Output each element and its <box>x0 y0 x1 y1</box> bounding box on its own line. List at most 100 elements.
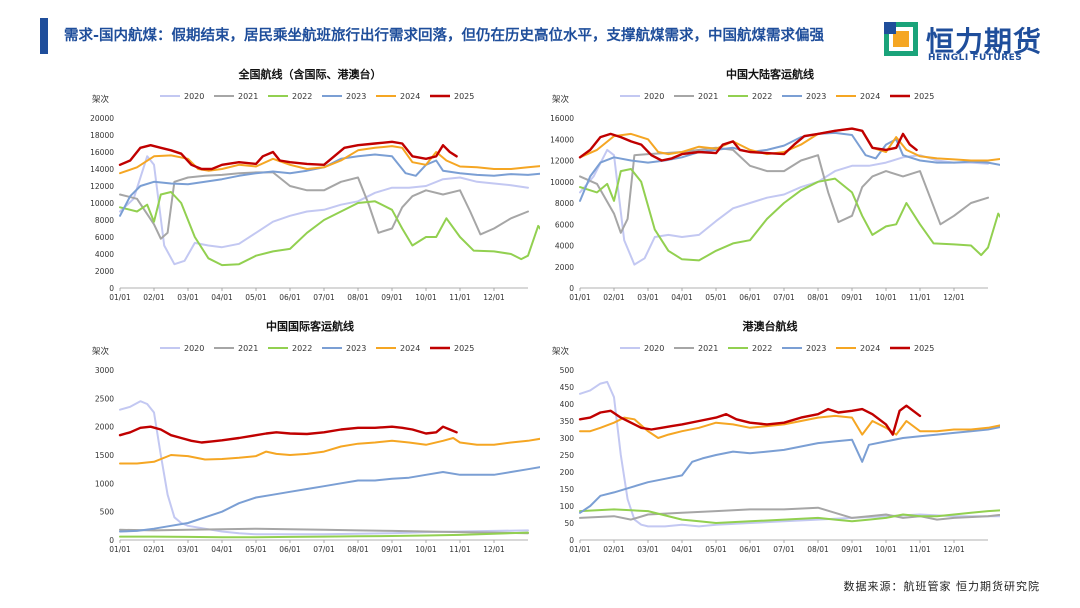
chart-svg: 中国国际客运航线 2020 2021 2022 2023 2024 2025 架次 0 500 10… <box>92 320 540 554</box>
x-tick-label: 01/01 <box>569 545 591 554</box>
series-line-2022 <box>119 531 529 539</box>
chart-svg: 港澳台航线 2020 2021 2022 2023 2024 2025 架次 0 50 100 150… <box>552 320 1000 554</box>
x-tick-label: 01/01 <box>109 293 131 302</box>
legend-label: 2020 <box>184 344 204 353</box>
y-tick-label: 450 <box>560 383 575 392</box>
y-tick-label: 300 <box>560 434 575 443</box>
x-tick-label: 03/01 <box>637 545 659 554</box>
legend-item: 2024 <box>376 344 420 353</box>
legend-label: 2023 <box>346 92 366 101</box>
x-tick-label: 09/01 <box>841 545 863 554</box>
x-tick-label: 10/01 <box>875 293 897 302</box>
x-tick-label: 09/01 <box>841 293 863 302</box>
series-line-2020 <box>119 155 529 266</box>
legend-item: 2020 <box>620 92 664 101</box>
x-tick-label: 02/01 <box>143 545 165 554</box>
y-tick-label: 400 <box>560 400 575 409</box>
legend-label: 2022 <box>752 344 772 353</box>
chart-title: 港澳台航线 <box>743 320 798 333</box>
logo-subtext: HENGLI FUTURES <box>928 53 1023 63</box>
legend-label: 2023 <box>346 344 366 353</box>
legend-label: 2022 <box>752 92 772 101</box>
x-tick-label: 05/01 <box>705 293 727 302</box>
logo: 恒力期货 HENGLI FUTURES <box>884 18 1064 64</box>
legend-label: 2025 <box>454 344 474 353</box>
y-tick-label: 1000 <box>95 479 114 488</box>
legend-item: 2022 <box>268 344 312 353</box>
y-tick-label: 12000 <box>90 182 114 191</box>
y-tick-label: 0 <box>109 284 114 293</box>
y-tick-label: 6000 <box>95 233 114 242</box>
legend-item: 2021 <box>214 344 258 353</box>
series-line-2023 <box>119 466 540 533</box>
y-tick-label: 8000 <box>95 216 114 225</box>
x-tick-label: 09/01 <box>381 293 403 302</box>
y-tick-label: 2500 <box>95 394 114 403</box>
x-tick-label: 11/01 <box>449 545 471 554</box>
legend-label: 2024 <box>400 344 420 353</box>
x-tick-label: 11/01 <box>909 293 931 302</box>
y-tick-label: 10000 <box>90 199 114 208</box>
legend-label: 2025 <box>914 92 934 101</box>
legend-item: 2025 <box>890 92 934 101</box>
y-tick-label: 0 <box>569 536 574 545</box>
y-tick-label: 250 <box>560 451 575 460</box>
legend-item: 2021 <box>674 92 718 101</box>
y-tick-label: 0 <box>569 284 574 293</box>
legend-item: 2023 <box>782 92 826 101</box>
series-line-2021 <box>119 171 529 240</box>
series-line-2024 <box>119 437 540 465</box>
y-tick-label: 6000 <box>555 220 574 229</box>
x-tick-label: 12/01 <box>483 545 505 554</box>
x-tick-label: 08/01 <box>807 293 829 302</box>
legend-label: 2023 <box>806 344 826 353</box>
x-tick-label: 07/01 <box>313 545 335 554</box>
y-tick-label: 4000 <box>555 242 574 251</box>
series-line-2022 <box>119 191 540 267</box>
y-tick-label: 50 <box>564 519 574 528</box>
legend-item: 2023 <box>782 344 826 353</box>
y-axis-label: 架次 <box>92 346 110 357</box>
x-tick-label: 10/01 <box>415 293 437 302</box>
x-tick-label: 12/01 <box>943 293 965 302</box>
x-tick-label: 05/01 <box>245 545 267 554</box>
y-tick-label: 3000 <box>95 366 114 375</box>
series-line-2022 <box>579 168 1000 262</box>
series-line-2021 <box>579 146 989 234</box>
y-tick-label: 2000 <box>95 423 114 432</box>
legend-item: 2024 <box>836 344 880 353</box>
legend-item: 2022 <box>728 92 772 101</box>
legend-item: 2021 <box>674 344 718 353</box>
series-line-2020 <box>119 400 529 536</box>
series-line-2021 <box>579 506 1000 521</box>
y-tick-label: 16000 <box>550 114 574 123</box>
x-tick-label: 12/01 <box>483 293 505 302</box>
y-tick-label: 500 <box>100 508 115 517</box>
x-tick-label: 07/01 <box>773 293 795 302</box>
legend-label: 2020 <box>184 92 204 101</box>
legend-item: 2020 <box>620 344 664 353</box>
legend-item: 2022 <box>268 92 312 101</box>
x-tick-label: 04/01 <box>671 293 693 302</box>
series-line-2025 <box>118 140 458 171</box>
x-tick-label: 11/01 <box>449 293 471 302</box>
legend-item: 2025 <box>890 344 934 353</box>
x-tick-label: 10/01 <box>875 545 897 554</box>
x-tick-label: 05/01 <box>705 545 727 554</box>
y-tick-label: 100 <box>560 502 575 511</box>
x-tick-label: 06/01 <box>279 545 301 554</box>
y-tick-label: 500 <box>560 366 575 375</box>
legend-label: 2022 <box>292 344 312 353</box>
chart-all-routes: 全国航线（含国际、港澳台） 2020 2021 2022 2023 2024 2025 架次 0… <box>80 68 540 308</box>
x-tick-label: 02/01 <box>603 293 625 302</box>
legend-label: 2025 <box>914 344 934 353</box>
y-tick-label: 14000 <box>90 165 114 174</box>
series-line-2023 <box>579 426 1000 514</box>
x-tick-label: 07/01 <box>773 545 795 554</box>
series-line-2025 <box>118 425 458 444</box>
y-axis-label: 架次 <box>552 346 570 357</box>
legend-item: 2025 <box>430 92 474 101</box>
legend-label: 2020 <box>644 344 664 353</box>
legend-label: 2024 <box>860 92 880 101</box>
x-tick-label: 07/01 <box>313 293 335 302</box>
